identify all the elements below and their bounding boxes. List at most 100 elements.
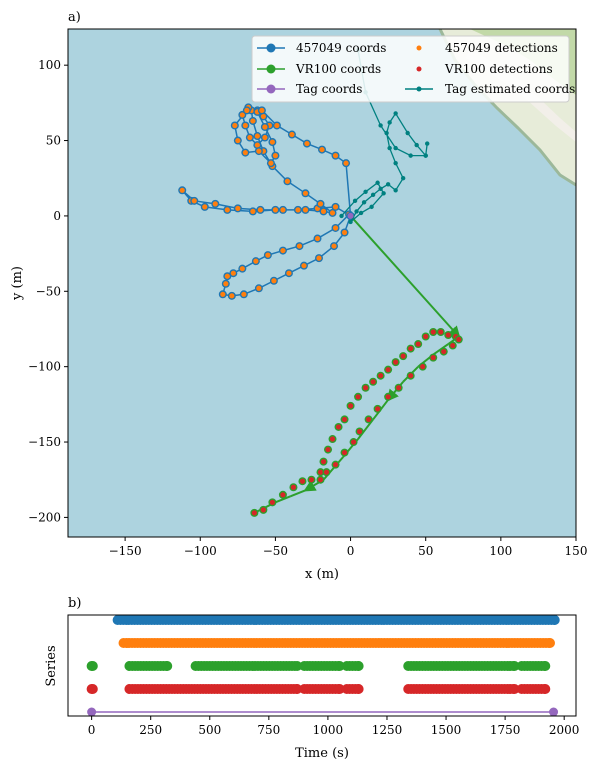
- detection-point: [441, 348, 447, 355]
- x-tick-label-a: 100: [489, 544, 512, 558]
- series-vr100-detections-path: [250, 327, 463, 517]
- detection-point: [242, 122, 248, 129]
- detection-point: [438, 329, 444, 335]
- detection-point: [284, 178, 291, 184]
- data-point: [384, 130, 389, 136]
- svg-text:VR100 detections: VR100 detections: [444, 62, 553, 76]
- data-point: [375, 180, 380, 185]
- data-point: [369, 204, 374, 210]
- detection-point: [254, 133, 260, 139]
- timeline-point: [292, 684, 303, 694]
- data-point: [385, 182, 391, 187]
- series-line: [221, 213, 352, 297]
- x-tick-label-b: 750: [257, 723, 280, 737]
- detection-point: [253, 258, 259, 264]
- data-point: [414, 142, 419, 148]
- detection-point: [343, 160, 349, 166]
- x-tick-label-a: −100: [184, 544, 217, 558]
- timeline-point: [334, 684, 345, 694]
- y-tick-label-a: −150: [28, 435, 61, 449]
- data-point: [358, 210, 364, 216]
- map-panel: −150 −100 −50 0 50 100 150 100 50 0 −50 −100 −150 −20…: [10, 28, 587, 582]
- svg-text:Tag coords: Tag coords: [296, 82, 362, 96]
- timeline-point: [87, 707, 97, 716]
- detection-point: [212, 201, 218, 207]
- series-457049-coords: [178, 103, 355, 220]
- timeline-vr100-coords: [86, 661, 551, 671]
- plot-frame-a: [67, 28, 577, 538]
- vr100-segment: [349, 215, 461, 339]
- detection-point: [355, 394, 361, 400]
- detection-point: [341, 229, 348, 236]
- y-tick-label-a: 0: [53, 209, 61, 223]
- detection-point: [290, 484, 297, 490]
- detection-point: [232, 122, 238, 129]
- detection-point: [247, 134, 253, 141]
- detection-point: [179, 187, 185, 193]
- detection-point: [262, 134, 268, 141]
- detection-point: [257, 207, 263, 213]
- timeline-457049-detections: [118, 638, 556, 648]
- data-point: [393, 160, 398, 166]
- x-tick-label-b: 2000: [549, 723, 580, 737]
- x-tick-label-b: 1500: [431, 723, 462, 737]
- data-point: [425, 141, 430, 146]
- y-axis-label-b: Series: [44, 645, 59, 686]
- timeline-point: [509, 684, 520, 694]
- detection-point: [260, 113, 266, 120]
- timeline-vr100-detections: [86, 684, 551, 694]
- legend-entry-tag-coords: Tag coords: [257, 82, 362, 96]
- detection-point: [235, 205, 241, 211]
- vr100-segment: [290, 489, 306, 498]
- detection-point: [314, 235, 321, 242]
- detection-point: [301, 263, 307, 269]
- data-point: [339, 213, 344, 219]
- x-tick-label-a: −50: [263, 544, 288, 558]
- detection-point: [396, 385, 402, 391]
- detection-point: [230, 270, 236, 276]
- data-point: [348, 219, 353, 225]
- detection-point: [320, 459, 327, 465]
- timeline-point: [353, 684, 364, 694]
- detection-point: [420, 364, 426, 370]
- detection-point: [241, 291, 247, 297]
- x-tick-label-a: 50: [418, 544, 433, 558]
- detection-point: [347, 403, 354, 409]
- detection-point: [254, 142, 260, 148]
- detection-point: [302, 190, 309, 196]
- detection-point: [450, 342, 456, 349]
- detection-point: [259, 107, 265, 114]
- detection-point: [430, 329, 436, 335]
- detection-point: [272, 153, 279, 159]
- detection-point: [329, 210, 336, 216]
- y-tick-label-a: −50: [36, 284, 61, 298]
- detection-point: [229, 293, 235, 299]
- detection-point: [280, 247, 286, 254]
- x-tick-label-b: 250: [139, 723, 162, 737]
- timeline-tag-coords: [87, 707, 559, 716]
- detection-point: [332, 153, 339, 159]
- detection-point: [295, 207, 301, 213]
- y-axis-label-a: y (m): [10, 266, 25, 301]
- detection-point: [262, 124, 268, 130]
- detection-point: [289, 131, 295, 138]
- data-point: [363, 189, 368, 195]
- detection-point: [378, 373, 384, 379]
- detection-point: [408, 373, 414, 379]
- detection-point: [260, 507, 266, 513]
- detection-point: [202, 204, 208, 210]
- detection-point: [456, 336, 462, 343]
- data-point: [387, 120, 392, 125]
- x-tick-label-b: 1750: [490, 723, 521, 737]
- svg-text:Tag estimated coords: Tag estimated coords: [445, 82, 575, 96]
- x-tick-label-b: 0: [88, 723, 96, 737]
- detection-point: [239, 112, 245, 118]
- svg-text:457049 detections: 457049 detections: [445, 41, 558, 55]
- timeline-point: [509, 661, 520, 671]
- detection-point: [323, 469, 330, 475]
- detection-point: [331, 243, 337, 249]
- legend-entry-457049-coords: 457049 coords: [257, 41, 386, 55]
- series-tag-estimated-coords: [339, 47, 430, 225]
- detection-point: [272, 207, 279, 213]
